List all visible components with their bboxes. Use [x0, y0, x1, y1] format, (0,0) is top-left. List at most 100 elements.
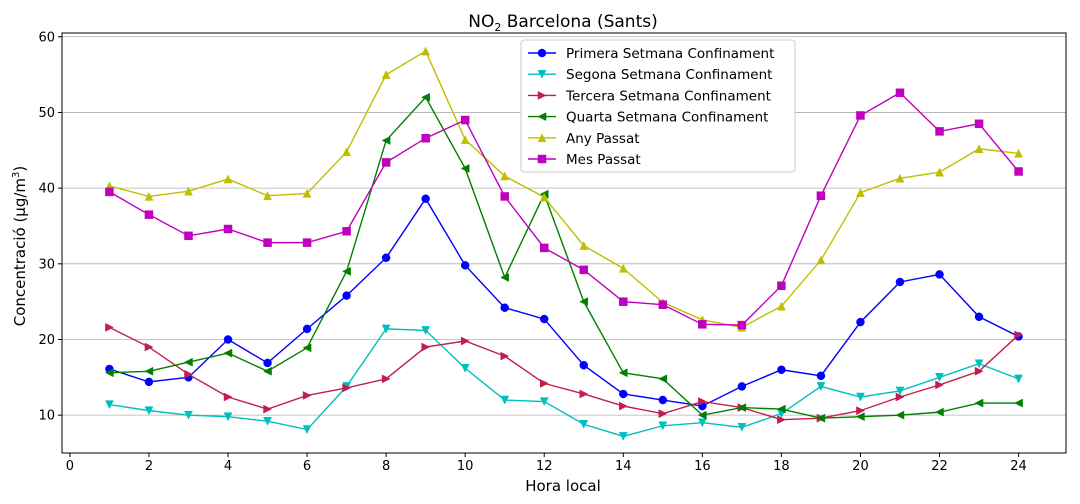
y-tick-label: 50: [38, 106, 55, 121]
data-point: [619, 297, 628, 306]
data-point: [776, 301, 786, 311]
chart-title: NO2 Barcelona (Sants): [468, 12, 658, 34]
data-point: [855, 412, 865, 422]
data-point: [381, 374, 391, 384]
y-axis-label-superscript: 3: [11, 172, 22, 178]
data-point: [816, 382, 826, 391]
legend-entry: Quarta Setmana Confinament: [528, 110, 768, 126]
data-point: [381, 136, 391, 145]
x-tick-label: 12: [536, 459, 553, 474]
data-point: [342, 266, 351, 276]
data-point: [1014, 398, 1023, 408]
data-point: [500, 351, 510, 361]
data-point: [895, 277, 905, 287]
data-point: [579, 241, 589, 250]
data-point: [658, 395, 668, 405]
x-tick-label: 2: [145, 459, 153, 474]
x-axis-label: Hora local: [525, 477, 601, 495]
x-tick-label: 4: [224, 459, 232, 474]
data-point: [223, 224, 233, 234]
data-point: [500, 171, 510, 181]
data-point: [342, 227, 351, 236]
data-point: [263, 416, 272, 426]
series-line: [109, 328, 1019, 438]
data-point: [302, 188, 312, 198]
data-point: [935, 373, 944, 382]
data-point: [421, 342, 431, 352]
data-point: [144, 342, 154, 352]
data-point: [737, 382, 747, 391]
data-point: [974, 144, 984, 154]
data-point: [105, 322, 114, 332]
data-point: [223, 335, 233, 344]
x-tick-label: 16: [694, 459, 711, 474]
data-point: [895, 173, 905, 183]
legend-entry: Primera Setmana Confinament: [528, 46, 774, 62]
data-point: [302, 343, 312, 353]
y-axis-ticks: 10 20 30 40 50 60: [38, 30, 62, 424]
x-tick-label: 20: [852, 459, 869, 474]
y-axis-label-main: Concentració (μg/m: [11, 178, 29, 326]
data-point: [579, 360, 589, 370]
data-point: [302, 324, 312, 334]
data-point: [579, 419, 589, 429]
data-point: [856, 188, 865, 197]
legend-marker: [537, 69, 547, 79]
data-point: [460, 135, 470, 144]
data-point: [342, 383, 352, 393]
data-point: [777, 415, 786, 425]
series-2: [105, 324, 1023, 441]
title-rest: Barcelona (Sants): [501, 12, 657, 32]
data-point: [816, 371, 826, 381]
data-point: [777, 365, 786, 375]
data-point: [105, 187, 114, 197]
title-subscript: 2: [494, 21, 501, 34]
data-point: [618, 263, 628, 273]
data-point: [579, 297, 589, 307]
y-axis-label-end: ): [11, 166, 29, 172]
x-tick-label: 24: [1010, 459, 1027, 474]
series-line: [109, 197, 1019, 407]
data-point: [895, 386, 905, 396]
data-point: [500, 273, 509, 282]
data-point: [144, 191, 154, 201]
data-point: [935, 270, 944, 279]
legend-entry: Any Passat: [528, 131, 640, 147]
x-tick-label: 14: [615, 459, 632, 474]
data-point: [421, 46, 431, 56]
data-point: [658, 409, 668, 419]
data-point: [618, 368, 628, 378]
data-point: [935, 127, 944, 136]
data-point: [895, 392, 905, 402]
data-point: [539, 192, 549, 202]
data-point: [737, 423, 747, 432]
series-1: [105, 194, 1023, 411]
legend-box: [520, 39, 796, 173]
data-point: [935, 167, 944, 177]
data-point: [460, 261, 470, 270]
data-point: [421, 92, 430, 102]
legend-label: Segona Setmana Confinament: [566, 67, 772, 83]
data-point: [460, 164, 470, 173]
data-point: [895, 88, 905, 98]
data-point: [302, 238, 312, 247]
data-point: [856, 111, 865, 120]
data-point: [500, 303, 509, 312]
data-point: [737, 403, 747, 412]
data-point: [816, 191, 826, 200]
data-point: [816, 255, 826, 265]
data-point: [974, 398, 984, 408]
data-point: [183, 357, 193, 367]
data-point: [262, 366, 272, 376]
data-point: [342, 147, 352, 157]
data-point: [658, 374, 668, 384]
legend-entry: Mes Passat: [528, 152, 641, 168]
title-main: NO: [468, 12, 494, 32]
legend: Primera Setmana Confinament Segona Setman…: [520, 39, 796, 173]
data-point: [460, 115, 470, 125]
data-point: [539, 314, 549, 324]
data-point: [421, 133, 430, 143]
data-point: [895, 410, 905, 420]
series-line: [109, 91, 1020, 326]
